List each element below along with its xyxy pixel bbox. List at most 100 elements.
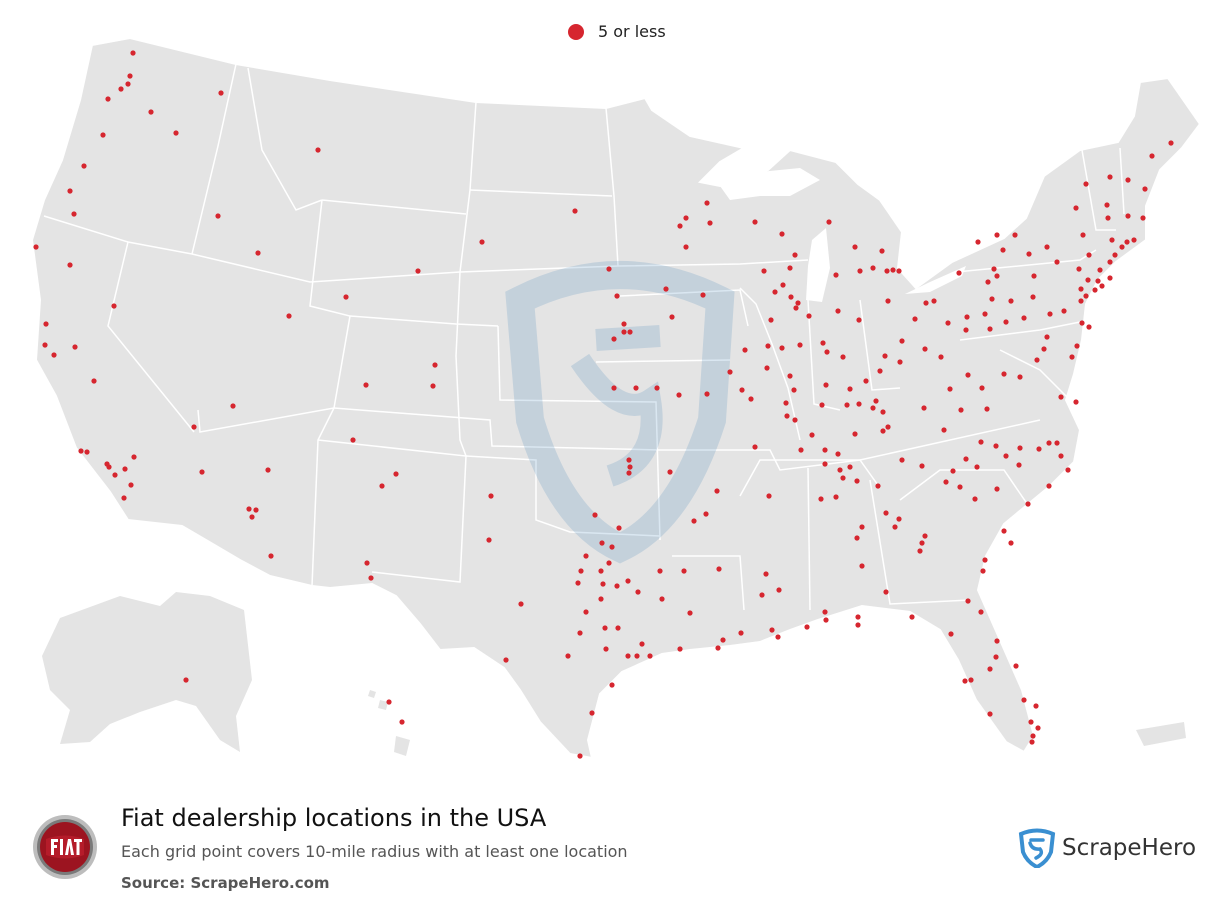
- dealership-point: [183, 677, 189, 683]
- dealership-point: [923, 300, 929, 306]
- legend-label: 5 or less: [598, 22, 666, 41]
- dealership-point: [703, 511, 709, 517]
- dealership-point: [980, 568, 986, 574]
- dealership-point: [626, 457, 632, 463]
- dealership-point: [681, 568, 687, 574]
- dealership-point: [1086, 252, 1092, 258]
- dealership-point: [727, 369, 733, 375]
- dealership-point: [72, 344, 78, 350]
- dealership-point: [1085, 277, 1091, 283]
- dealership-point: [1017, 445, 1023, 451]
- dealership-point: [1054, 259, 1060, 265]
- dealership-point: [877, 368, 883, 374]
- dealership-point: [249, 514, 255, 520]
- dealership-point: [855, 614, 861, 620]
- dealership-point: [993, 654, 999, 660]
- dealership-point: [125, 81, 131, 87]
- dealership-point: [626, 470, 632, 476]
- dealership-point: [1003, 319, 1009, 325]
- dealership-point: [855, 622, 861, 628]
- dealership-point: [766, 493, 772, 499]
- dealership-point: [173, 130, 179, 136]
- dealership-point: [912, 316, 918, 322]
- dealership-point: [700, 292, 706, 298]
- dealership-point: [611, 385, 617, 391]
- dealership-point: [840, 354, 846, 360]
- dealership-point: [430, 383, 436, 389]
- dealership-point: [779, 345, 785, 351]
- dealership-point: [759, 592, 765, 598]
- dealership-point: [343, 294, 349, 300]
- dealership-point: [963, 456, 969, 462]
- dealership-point: [994, 273, 1000, 279]
- dealership-point: [1083, 293, 1089, 299]
- dealership-point: [43, 321, 49, 327]
- dealership-point: [922, 346, 928, 352]
- dealership-point: [885, 424, 891, 430]
- dealership-point: [798, 447, 804, 453]
- dealership-point: [67, 188, 73, 194]
- dealership-point: [797, 342, 803, 348]
- dealership-point: [1112, 252, 1118, 258]
- dealership-point: [1030, 733, 1036, 739]
- dealership-point: [627, 464, 633, 470]
- dealership-point: [627, 329, 633, 335]
- dealership-point: [957, 484, 963, 490]
- dealership-point: [965, 598, 971, 604]
- dealership-point: [852, 244, 858, 250]
- dealership-point: [1028, 719, 1034, 725]
- dealership-point: [818, 496, 824, 502]
- dealership-point: [691, 518, 697, 524]
- dealership-point: [118, 86, 124, 92]
- fiat-badge-icon: [33, 815, 97, 879]
- dealership-point: [677, 646, 683, 652]
- dealership-point: [978, 609, 984, 615]
- dealership-point: [1097, 267, 1103, 273]
- dealership-point: [833, 272, 839, 278]
- dealership-point: [1079, 320, 1085, 326]
- dealership-point: [51, 352, 57, 358]
- dealership-point: [100, 132, 106, 138]
- dealership-point: [647, 653, 653, 659]
- dealership-point: [964, 314, 970, 320]
- dealership-point: [1026, 251, 1032, 257]
- dealership-point: [1008, 540, 1014, 546]
- dealership-point: [738, 630, 744, 636]
- dealership-point: [847, 386, 853, 392]
- dealership-point: [1168, 140, 1174, 146]
- dealership-point: [769, 627, 775, 633]
- dealership-point: [1107, 174, 1113, 180]
- dealership-point: [989, 296, 995, 302]
- dealership-point: [386, 699, 392, 705]
- dealership-point: [783, 400, 789, 406]
- dealership-point: [609, 682, 615, 688]
- dealership-point: [968, 677, 974, 683]
- dealership-point: [890, 267, 896, 273]
- dealership-point: [984, 406, 990, 412]
- dealership-point: [614, 293, 620, 299]
- dealership-point: [1058, 394, 1064, 400]
- dealership-point: [368, 575, 374, 581]
- dealership-point: [835, 308, 841, 314]
- dealership-point: [71, 211, 77, 217]
- dealership-point: [739, 387, 745, 393]
- dealership-point: [683, 215, 689, 221]
- dealership-point: [919, 463, 925, 469]
- dealership-point: [1149, 153, 1155, 159]
- dealership-point: [1001, 528, 1007, 534]
- dealership-point: [804, 624, 810, 630]
- dealership-point: [1125, 213, 1131, 219]
- dealership-point: [486, 537, 492, 543]
- dealership-point: [611, 336, 617, 342]
- dealership-point: [265, 467, 271, 473]
- dealership-point: [716, 566, 722, 572]
- dealership-point: [614, 583, 620, 589]
- puerto-rico: [1136, 722, 1186, 746]
- dealership-point: [432, 362, 438, 368]
- dealership-point: [1131, 237, 1137, 243]
- dealership-point: [897, 359, 903, 365]
- dealership-point: [1031, 273, 1037, 279]
- dealership-point: [974, 464, 980, 470]
- dealership-point: [752, 444, 758, 450]
- continental-us-landmass: [30, 36, 1202, 760]
